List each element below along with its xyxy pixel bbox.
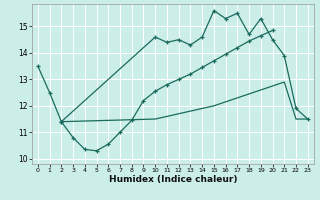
X-axis label: Humidex (Indice chaleur): Humidex (Indice chaleur) xyxy=(108,175,237,184)
